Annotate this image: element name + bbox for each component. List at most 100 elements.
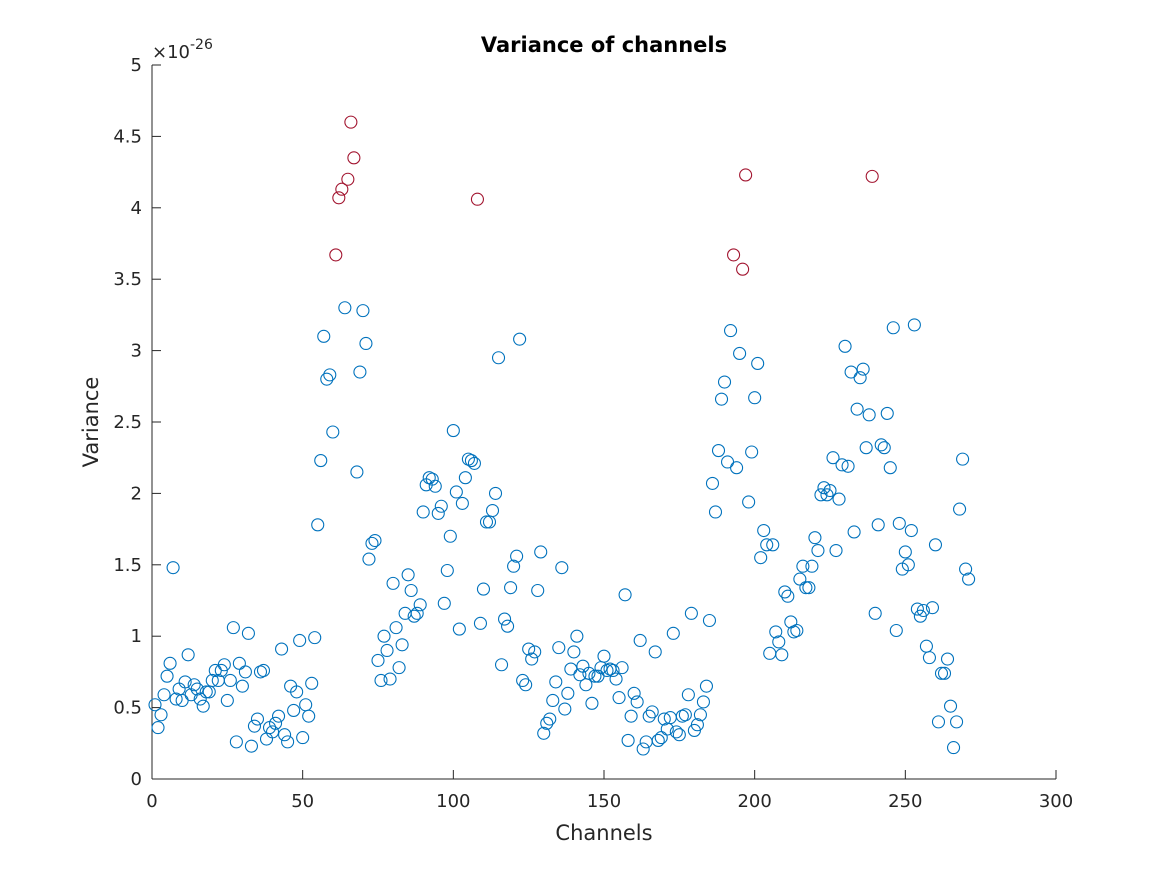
data-point (874, 438, 888, 452)
data-point (950, 715, 964, 729)
data-point (769, 625, 783, 639)
data-point (775, 648, 789, 662)
data-point (766, 538, 780, 552)
data-point (754, 551, 768, 565)
data-point (811, 543, 825, 558)
data-point (278, 728, 292, 742)
data-point (567, 645, 581, 659)
data-point (410, 606, 424, 620)
data-point (956, 452, 970, 466)
data-point (799, 581, 813, 595)
data-point (702, 613, 717, 628)
data-point (959, 562, 973, 576)
data-point (546, 693, 560, 708)
data-point (272, 709, 286, 723)
data-point (934, 666, 949, 680)
data-point (654, 731, 668, 745)
data-point (543, 712, 557, 726)
data-point (434, 499, 448, 513)
data-point (892, 516, 906, 530)
data-point (573, 668, 587, 682)
x-axis-label: Channels (555, 821, 652, 845)
data-point (377, 629, 391, 643)
data-point (148, 698, 162, 712)
outlier-data-point (332, 191, 346, 205)
data-point (223, 673, 237, 688)
data-point (717, 375, 732, 389)
data-point (570, 629, 584, 643)
data-point (401, 568, 415, 582)
data-point (507, 559, 521, 573)
data-point (305, 676, 319, 690)
data-point (380, 643, 394, 658)
data-point (862, 408, 876, 422)
data-point (946, 741, 961, 755)
outlier-data-point (739, 168, 753, 182)
data-point (371, 653, 385, 668)
data-point (311, 518, 325, 532)
data-point (534, 545, 548, 559)
data-point (630, 695, 644, 709)
data-point (169, 692, 183, 706)
data-point (467, 456, 481, 470)
data-point (464, 454, 478, 468)
data-point (446, 424, 460, 438)
data-point (651, 733, 665, 747)
data-point (473, 616, 488, 630)
data-point (522, 642, 536, 656)
outlier-data-point (736, 262, 750, 276)
x-tick-label: 300 (1039, 791, 1073, 812)
y-exponent-power: -26 (190, 37, 213, 53)
data-point (790, 623, 804, 638)
data-point (907, 318, 921, 332)
data-point (476, 582, 491, 596)
data-point (612, 691, 626, 705)
y-tick-label: 4.5 (113, 126, 142, 147)
data-point (880, 406, 894, 420)
data-point (820, 488, 834, 502)
data-point (690, 718, 704, 732)
x-tick-label: 100 (436, 791, 470, 812)
outlier-data-point (344, 115, 358, 129)
data-point (633, 633, 647, 648)
data-point (826, 451, 840, 465)
data-point (678, 708, 692, 722)
data-point (711, 444, 726, 458)
y-tick-label: 0 (131, 769, 142, 790)
data-point (359, 336, 373, 351)
data-point (555, 561, 569, 575)
data-point (154, 708, 168, 722)
data-point (317, 329, 331, 343)
data-point (281, 735, 295, 749)
data-point (488, 486, 503, 500)
data-point (784, 615, 798, 629)
data-point (838, 339, 852, 353)
data-point (745, 445, 759, 459)
x-tick-label: 0 (146, 791, 157, 812)
data-point (609, 672, 623, 686)
data-point (889, 623, 903, 638)
y-axis-label: Variance (79, 377, 103, 468)
data-point (250, 712, 265, 726)
x-tick-label: 50 (291, 791, 314, 812)
data-point (275, 642, 289, 656)
data-point (232, 656, 246, 670)
data-point (287, 703, 301, 718)
data-point (708, 505, 723, 519)
data-point (190, 682, 204, 696)
data-point (290, 685, 304, 699)
data-point (877, 441, 891, 455)
data-point (374, 673, 388, 688)
x-ticks: 0 50 100 150 200 250 300 (146, 770, 1073, 812)
y-tick-label: 5 (131, 55, 142, 76)
y-tick-label: 2 (131, 483, 142, 504)
data-point (883, 461, 897, 475)
data-point (293, 633, 307, 648)
data-point (151, 721, 165, 735)
data-point (645, 705, 659, 719)
data-point (516, 673, 530, 688)
data-point (449, 485, 463, 499)
data-point (681, 688, 695, 702)
data-point (558, 702, 572, 716)
y-tick-label: 3 (131, 341, 142, 362)
